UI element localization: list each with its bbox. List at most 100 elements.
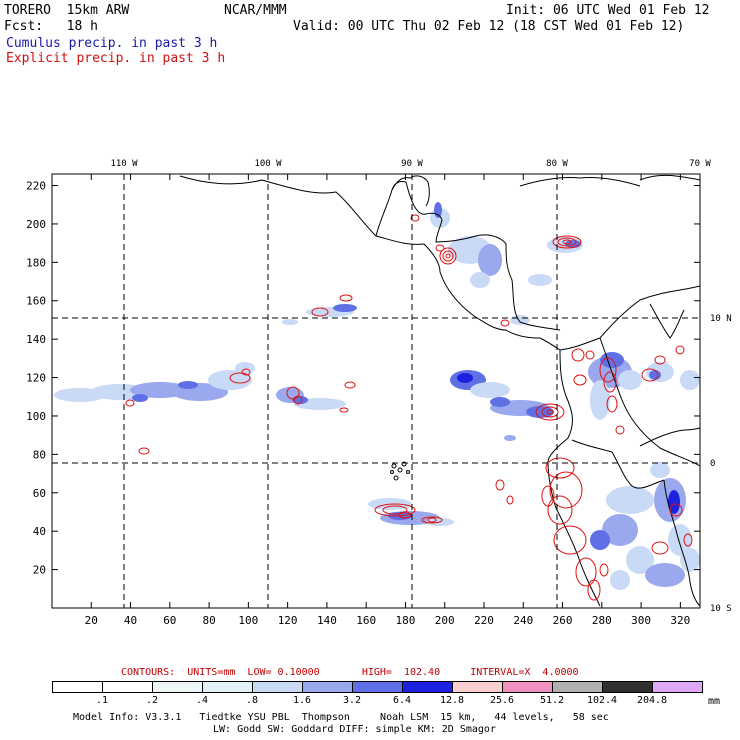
cumulus-cell xyxy=(333,304,357,312)
explicit-contour xyxy=(286,386,300,400)
y-tick-label: 100 xyxy=(26,410,46,423)
cumulus-cell xyxy=(590,380,610,420)
x-tick-label: 220 xyxy=(474,614,494,627)
x-tick-label: 100 xyxy=(238,614,258,627)
x-tick-label: 280 xyxy=(592,614,612,627)
explicit-contour xyxy=(229,372,251,384)
x-tick-label: 120 xyxy=(278,614,298,627)
explicit-contour xyxy=(241,368,251,376)
colorbar-swatch xyxy=(302,681,353,693)
y-tick-label: 60 xyxy=(33,487,46,500)
init-time: Init: 06 UTC Wed 01 Feb 12 xyxy=(506,3,710,18)
coastline-lake-maracaibo xyxy=(649,303,685,339)
cumulus-cell xyxy=(526,406,554,418)
x-tick-label: 20 xyxy=(85,614,98,627)
explicit-contour xyxy=(571,348,585,362)
colorbar-label: 102.4 xyxy=(586,695,618,706)
colorbar-swatch xyxy=(552,681,603,693)
colorbar-swatch xyxy=(202,681,253,693)
cumulus-cell xyxy=(282,319,298,325)
explicit-contour xyxy=(599,563,609,577)
y-tick-label: 140 xyxy=(26,333,46,346)
coastline-central-america xyxy=(179,175,561,351)
colorbar-label: 1.6 xyxy=(292,695,312,706)
org-label: NCAR/MMM xyxy=(224,3,287,18)
explicit-contour xyxy=(398,511,412,519)
explicit-contour xyxy=(547,495,573,525)
colorbar-label: 51.2 xyxy=(539,695,565,706)
explicit-contour xyxy=(606,395,618,413)
explicit-contour xyxy=(442,250,454,262)
explicit-contour xyxy=(374,503,416,517)
colorbar-swatch xyxy=(102,681,153,693)
colorbar-swatch xyxy=(452,681,503,693)
colorbar-swatch xyxy=(52,681,103,693)
cumulus-cell xyxy=(650,462,670,478)
latitude-label: 0 xyxy=(710,459,715,469)
explicit-contour xyxy=(545,457,575,479)
model-title: TORERO 15km ARW xyxy=(4,3,130,18)
explicit-legend-label: Explicit precip. in past 3 h xyxy=(6,51,226,66)
lon-lat-labels: 110 W 100 W 90 W 80 W 70 W 10 N 0 10 S xyxy=(110,159,731,614)
coastline-yucatan xyxy=(391,175,430,207)
cumulus-cell xyxy=(457,373,473,383)
explicit-contour xyxy=(445,253,451,259)
x-tick-label: 80 xyxy=(202,614,215,627)
x-tick-label: 200 xyxy=(435,614,455,627)
explicit-contour xyxy=(615,425,625,435)
cumulus-cell xyxy=(510,315,530,325)
border-peru-brazil xyxy=(663,479,701,607)
colorbar-label: .1 xyxy=(95,695,109,706)
coastlines xyxy=(179,174,701,607)
cumulus-legend-label: Cumulus precip. in past 3 h xyxy=(6,36,218,51)
cumulus-cell xyxy=(470,272,490,288)
cumulus-cell xyxy=(132,394,148,402)
explicit-contour xyxy=(651,541,669,555)
y-tick-label: 20 xyxy=(33,564,46,577)
cumulus-cell xyxy=(434,202,442,218)
explicit-contour xyxy=(506,495,514,505)
x-tick-label: 260 xyxy=(553,614,573,627)
explicit-contour xyxy=(562,239,572,245)
y-tick-label: 160 xyxy=(26,295,46,308)
y-tick-label: 180 xyxy=(26,256,46,269)
latitude-label: 10 N xyxy=(710,314,732,324)
lat-lon-grid xyxy=(52,174,700,608)
y-tick-label: 200 xyxy=(26,218,46,231)
explicit-contour xyxy=(435,244,445,252)
colorbar-swatch xyxy=(402,681,453,693)
cumulus-cell xyxy=(602,514,638,546)
x-tick-label: 60 xyxy=(163,614,176,627)
colorbar-unit: mm xyxy=(708,696,721,707)
cumulus-cell xyxy=(610,570,630,590)
explicit-contour xyxy=(654,355,666,365)
colorbar-label: .2 xyxy=(145,695,159,706)
x-tick-label: 40 xyxy=(124,614,137,627)
valid-time: Valid: 00 UTC Thu 02 Feb 12 (18 CST Wed … xyxy=(293,19,685,34)
explicit-precip-contours xyxy=(125,214,693,601)
explicit-contour xyxy=(575,557,597,587)
explicit-contour xyxy=(311,307,329,317)
explicit-contour xyxy=(439,247,457,265)
colorbar-swatch xyxy=(502,681,553,693)
border-ecuador-peru xyxy=(571,439,665,489)
model-info-line1: Model Info: V3.3.1 Tiedtke YSU PBL Thomp… xyxy=(73,712,609,723)
cumulus-cell xyxy=(178,381,198,389)
longitude-label: 90 W xyxy=(401,159,423,169)
colorbar-label: 3.2 xyxy=(342,695,362,706)
cumulus-cell xyxy=(208,370,252,390)
colorbar-swatch xyxy=(602,681,653,693)
colorbar-swatch xyxy=(252,681,303,693)
longitude-label: 70 W xyxy=(689,159,711,169)
colorbar-label: 12.8 xyxy=(439,695,465,706)
border-colombia-brazil xyxy=(639,427,701,447)
coastline-cuba xyxy=(519,177,641,187)
explicit-contour xyxy=(382,505,408,515)
longitude-label: 80 W xyxy=(546,159,568,169)
cumulus-cell xyxy=(626,546,654,574)
explicit-contour xyxy=(293,395,303,405)
explicit-contour xyxy=(138,447,150,455)
explicit-contour xyxy=(546,409,554,415)
cumulus-cell xyxy=(618,370,642,390)
